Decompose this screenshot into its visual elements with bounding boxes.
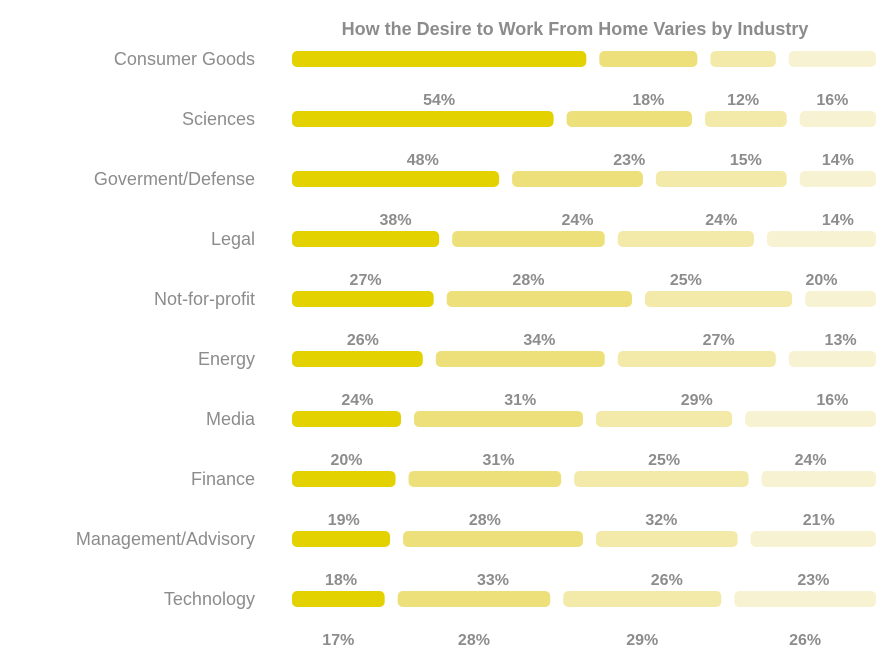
data-label: 25%: [648, 452, 680, 469]
data-label: 28%: [458, 632, 490, 648]
category-label: Goverment/Defense: [94, 169, 255, 189]
bar-segment: [292, 291, 434, 307]
data-label: 24%: [795, 452, 827, 469]
bar-segment: [397, 591, 551, 607]
data-label: 17%: [322, 632, 354, 648]
category-label: Not-for-profit: [154, 289, 255, 309]
data-label: 15%: [730, 152, 762, 169]
bar-segment: [595, 531, 738, 547]
category-label: Sciences: [182, 109, 255, 129]
data-label: 18%: [325, 572, 357, 589]
bar-segment: [788, 351, 876, 367]
bar-segment: [512, 171, 643, 187]
bar-segment: [799, 171, 876, 187]
data-label: 27%: [350, 272, 382, 289]
data-label: 25%: [670, 272, 702, 289]
bar-segment: [595, 411, 733, 427]
bar-segment: [292, 51, 587, 67]
bar-segment: [617, 351, 776, 367]
data-label: 16%: [816, 92, 848, 109]
category-label: Technology: [164, 589, 255, 609]
bar-segment: [292, 591, 385, 607]
bar-segment: [563, 591, 722, 607]
bar-segment: [761, 471, 876, 487]
data-label: 26%: [789, 632, 821, 648]
bar-segment: [435, 351, 605, 367]
data-label: 29%: [626, 632, 658, 648]
data-label: 13%: [825, 332, 857, 349]
bar-segment: [645, 291, 793, 307]
data-label: 21%: [803, 512, 835, 529]
category-label: Energy: [198, 349, 255, 369]
bar-segment: [403, 531, 583, 547]
bar-segment: [805, 291, 876, 307]
bar-segment: [292, 411, 401, 427]
bar-segment: [617, 231, 754, 247]
bar-segment: [599, 51, 698, 67]
chart-title: How the Desire to Work From Home Varies …: [342, 19, 809, 39]
data-label: 29%: [681, 392, 713, 409]
bar-segment: [292, 351, 423, 367]
bar-segment: [750, 531, 876, 547]
bar-segment: [566, 111, 692, 127]
bar-segment: [574, 471, 749, 487]
bar-segment: [292, 471, 396, 487]
category-label: Management/Advisory: [76, 529, 255, 549]
data-label: 48%: [407, 152, 439, 169]
data-label: 24%: [705, 212, 737, 229]
bar-segment: [452, 231, 605, 247]
data-label: 24%: [561, 212, 593, 229]
data-label: 27%: [703, 332, 735, 349]
bar-segment: [745, 411, 876, 427]
category-label: Finance: [191, 469, 255, 489]
category-label: Consumer Goods: [114, 49, 255, 69]
data-label: 19%: [328, 512, 360, 529]
bar-segment: [788, 51, 876, 67]
bar-segment: [710, 51, 776, 67]
data-label: 23%: [613, 152, 645, 169]
data-label: 14%: [822, 152, 854, 169]
bar-segment: [704, 111, 787, 127]
bar-segment: [292, 531, 391, 547]
data-label: 28%: [512, 272, 544, 289]
data-label: 24%: [341, 392, 373, 409]
data-label: 16%: [816, 392, 848, 409]
bar-segment: [292, 111, 554, 127]
data-label: 26%: [347, 332, 379, 349]
data-label: 28%: [469, 512, 501, 529]
data-label: 12%: [727, 92, 759, 109]
data-label: 18%: [632, 92, 664, 109]
category-label: Media: [206, 409, 256, 429]
data-label: 31%: [504, 392, 536, 409]
bar-segment: [799, 111, 876, 127]
bar-segment: [414, 411, 583, 427]
data-label: 20%: [805, 272, 837, 289]
bar-segment: [408, 471, 562, 487]
data-label: 26%: [651, 572, 683, 589]
data-label: 33%: [477, 572, 509, 589]
bar-segment: [292, 231, 440, 247]
bar-segment: [446, 291, 632, 307]
percent-labels: 54% 18% 12% 16% 48% 23% 15% 14% 38% 24% 24% 14% 27% 2…: [322, 92, 856, 648]
data-label: 23%: [797, 572, 829, 589]
data-label: 14%: [822, 212, 854, 229]
data-label: 38%: [380, 212, 412, 229]
bars: [292, 51, 876, 607]
category-label: Legal: [211, 229, 255, 249]
bar-segment: [655, 171, 787, 187]
bar-segment: [734, 591, 876, 607]
bar-segment: [292, 171, 500, 187]
data-label: 31%: [482, 452, 514, 469]
data-label: 32%: [645, 512, 677, 529]
bar-segment: [767, 231, 876, 247]
data-label: 54%: [423, 92, 455, 109]
category-labels: Consumer Goods Sciences Goverment/Defense L…: [76, 49, 256, 609]
data-label: 34%: [523, 332, 555, 349]
data-label: 20%: [330, 452, 362, 469]
